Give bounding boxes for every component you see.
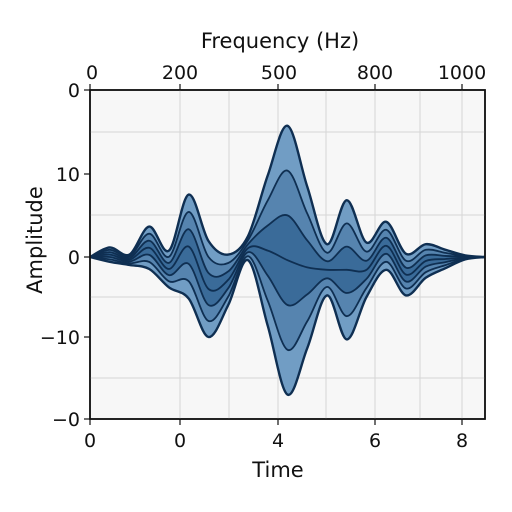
y-tick-label: −10: [40, 327, 80, 349]
area-layer-boundary: [89, 244, 486, 292]
y-tick-label: −0: [52, 409, 80, 431]
x2-tick-label: 1000: [438, 62, 486, 84]
x2-tick-label: 200: [162, 62, 198, 84]
y-tick-label: 10: [56, 164, 80, 186]
area-layer-boundary: [89, 255, 486, 351]
x-axis-title: Time: [251, 458, 303, 482]
area-layers: [89, 124, 486, 396]
y-tick-label: 0: [68, 80, 80, 102]
y-tick-label: 0: [68, 247, 80, 269]
x2-tick-label: 0: [86, 62, 98, 84]
y-axis-title: Amplitude: [23, 186, 47, 294]
x-tick-label: 0: [174, 430, 186, 452]
x-tick-label: 6: [369, 430, 381, 452]
x-tick-label: 8: [456, 430, 468, 452]
area-layer: [90, 245, 485, 306]
x2-tick-label: 500: [261, 62, 297, 84]
x-tick-label: 0: [84, 430, 96, 452]
area-layer: [90, 252, 485, 351]
area-layer-boundary: [89, 214, 486, 278]
plot-frame: [89, 89, 486, 420]
x2-axis-title: Frequency (Hz): [201, 29, 359, 53]
x2-tick-label: 800: [357, 62, 393, 84]
area-layer-boundary: [89, 251, 486, 307]
area-layer-boundary: [89, 169, 486, 266]
area-layer: [90, 214, 485, 291]
area-layer-boundary: [89, 255, 486, 396]
x-tick-label: 4: [272, 430, 284, 452]
area-layer-boundary: [89, 124, 486, 259]
area-layer: [90, 170, 485, 277]
area-layer: [90, 256, 485, 395]
tick-marks: [84, 84, 463, 425]
